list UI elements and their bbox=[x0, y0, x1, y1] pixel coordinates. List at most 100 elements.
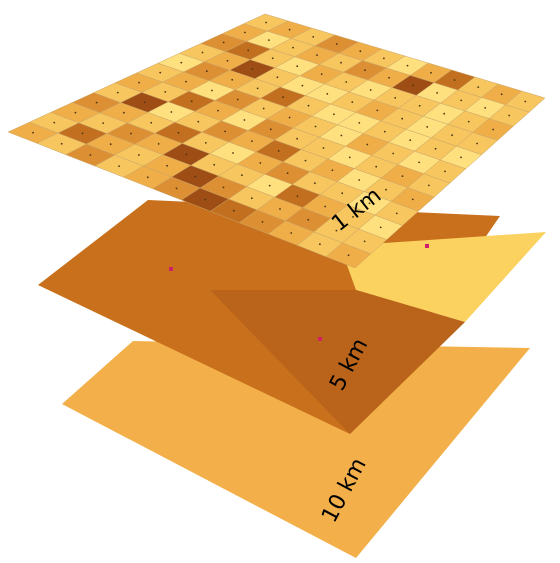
grid-cell-marker bbox=[394, 97, 397, 99]
grid-cell-marker bbox=[341, 192, 344, 195]
grid-cell-marker bbox=[467, 120, 470, 123]
grid-cell-marker bbox=[358, 179, 361, 181]
grid-cell-marker bbox=[226, 59, 229, 62]
layer-5km-marker bbox=[318, 337, 322, 341]
grid-cell-marker bbox=[143, 101, 146, 104]
grid-cell-marker bbox=[443, 112, 446, 115]
grid-cell-marker bbox=[271, 57, 274, 60]
grid-cell-marker bbox=[296, 137, 298, 140]
grid-cell-marker bbox=[524, 100, 527, 103]
grid-cell-marker bbox=[460, 99, 463, 102]
grid-cell-marker bbox=[81, 132, 84, 135]
grid-cell-marker bbox=[383, 130, 386, 133]
grid-cell-marker bbox=[411, 198, 414, 201]
grid-cell-marker bbox=[476, 142, 478, 145]
grid-cell-marker bbox=[32, 131, 34, 134]
grid-cell-marker bbox=[224, 130, 227, 133]
grid-cell-marker bbox=[453, 79, 456, 81]
grid-cell-marker bbox=[388, 76, 390, 79]
grid-cell-marker bbox=[279, 208, 281, 210]
grid-cell-marker bbox=[232, 209, 235, 212]
grid-cell-marker bbox=[401, 175, 404, 178]
grid-cell-marker bbox=[241, 174, 243, 177]
grid-cell-marker bbox=[375, 165, 378, 168]
grid-cell-marker bbox=[150, 121, 153, 124]
grid-cell-marker bbox=[256, 87, 259, 90]
grid-cell-marker bbox=[282, 96, 284, 98]
grid-cell-marker bbox=[460, 156, 462, 159]
layer-5km-marker bbox=[425, 244, 429, 248]
grid-cell-marker bbox=[217, 109, 219, 112]
grid-cell-marker bbox=[138, 81, 140, 84]
grid-cell-marker bbox=[426, 126, 429, 128]
grid-cell-marker bbox=[74, 111, 77, 114]
grid-cell-marker bbox=[326, 93, 329, 95]
grid-cell-marker bbox=[222, 186, 225, 189]
grid-cell-marker bbox=[288, 28, 291, 31]
grid-cell-marker bbox=[118, 165, 120, 168]
grid-cell-marker bbox=[251, 140, 253, 143]
grid-cell-marker bbox=[376, 109, 379, 112]
grid-cell-marker bbox=[244, 31, 246, 34]
grid-cell-marker bbox=[307, 218, 310, 221]
grid-cell-marker bbox=[409, 139, 412, 142]
grid-cell-marker bbox=[316, 54, 318, 56]
grid-cell-marker bbox=[392, 152, 395, 155]
grid-cell-marker bbox=[277, 150, 280, 152]
grid-cell-marker bbox=[319, 243, 321, 246]
grid-cell-marker bbox=[418, 161, 420, 164]
grid-cell-marker bbox=[320, 73, 323, 75]
grid-cell-marker bbox=[322, 147, 325, 149]
grid-cell-marker bbox=[314, 182, 316, 185]
grid-cell-marker bbox=[304, 159, 307, 162]
grid-cell-marker bbox=[190, 100, 193, 103]
grid-cell-marker bbox=[251, 68, 254, 70]
grid-cell-marker bbox=[345, 81, 348, 83]
grid-cell-marker bbox=[261, 221, 264, 223]
layer-5km-marker bbox=[169, 267, 173, 271]
grid-cell-marker bbox=[335, 43, 338, 45]
grid-cell-marker bbox=[333, 113, 335, 116]
grid-cell-marker bbox=[351, 101, 354, 103]
grid-cell-marker bbox=[175, 187, 178, 190]
layer-10km-plane bbox=[62, 341, 530, 558]
grid-cell-marker bbox=[205, 70, 208, 73]
layer-5km-group bbox=[38, 200, 546, 434]
grid-cell-marker bbox=[247, 49, 250, 52]
grid-cell-marker bbox=[102, 122, 105, 124]
grid-cell-marker bbox=[236, 98, 239, 101]
grid-cell-marker bbox=[166, 164, 169, 167]
grid-cell-marker bbox=[130, 132, 132, 135]
grid-cell-marker bbox=[444, 170, 446, 173]
grid-cell-marker bbox=[268, 184, 271, 187]
grid-cell-marker bbox=[484, 107, 487, 109]
grid-cell-marker bbox=[395, 212, 398, 215]
grid-cell-marker bbox=[268, 39, 270, 41]
grid-cell-marker bbox=[116, 91, 119, 94]
grid-cell-marker bbox=[286, 172, 289, 175]
grid-cell-marker bbox=[359, 50, 362, 53]
grid-cell-marker bbox=[314, 125, 317, 128]
layer-5km-light-cell bbox=[340, 232, 546, 322]
grid-cell-marker bbox=[159, 71, 162, 74]
grid-cell-marker bbox=[348, 156, 351, 159]
grid-cell-marker bbox=[335, 229, 338, 232]
grid-cell-marker bbox=[477, 86, 480, 88]
grid-cell-marker bbox=[138, 154, 140, 156]
grid-cell-marker bbox=[379, 226, 382, 229]
grid-cell-marker bbox=[123, 111, 125, 114]
grid-cell-marker bbox=[296, 195, 299, 198]
grid-cell-marker bbox=[170, 111, 173, 113]
layer-1km-grid bbox=[7, 13, 546, 269]
grid-cell-marker bbox=[164, 91, 167, 93]
grid-cell-marker bbox=[213, 163, 216, 166]
grid-cell-marker bbox=[451, 134, 453, 137]
grid-cell-marker bbox=[197, 120, 200, 123]
grid-cell-marker bbox=[185, 153, 188, 156]
layer-5km-dark-cell bbox=[210, 290, 465, 434]
grid-cell-marker bbox=[146, 176, 149, 179]
grid-cell-marker bbox=[290, 232, 293, 234]
grid-cell-marker bbox=[222, 41, 225, 44]
grid-cell-marker bbox=[369, 89, 372, 91]
grid-cell-marker bbox=[500, 93, 503, 96]
